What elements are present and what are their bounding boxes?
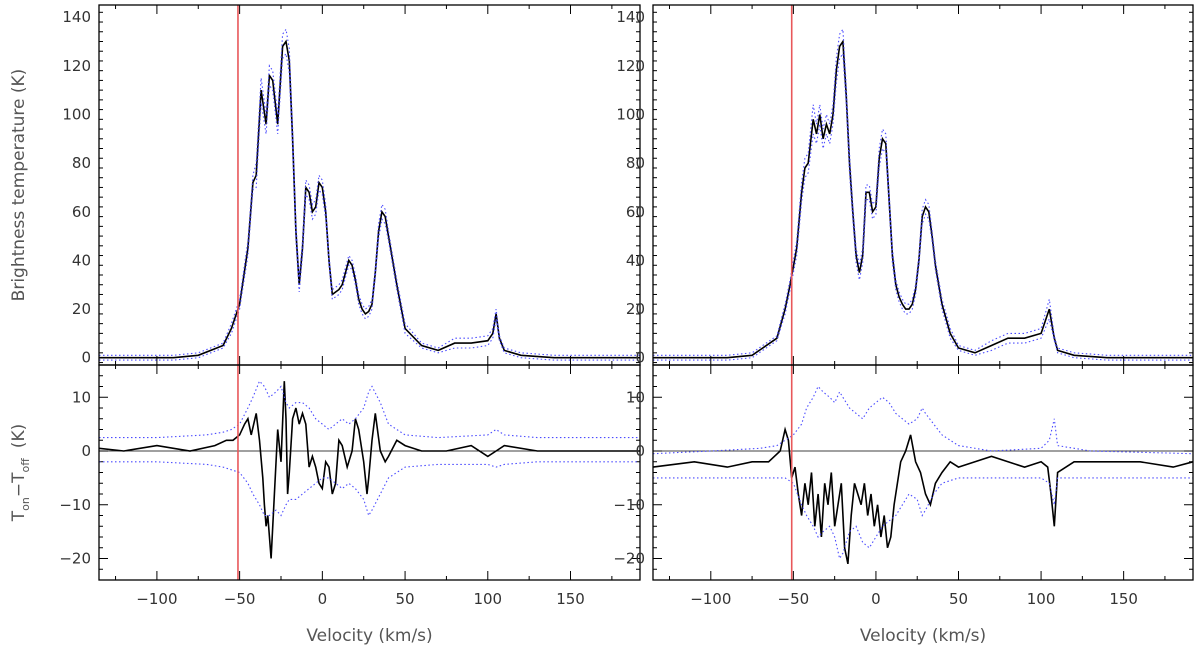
- x-tick-label: 0: [871, 590, 881, 608]
- y-tick-label: 80: [626, 154, 645, 172]
- top-plot-frame: [652, 4, 1194, 366]
- difference-envelope-line: [99, 380, 640, 439]
- y-tick-label: 60: [72, 203, 91, 221]
- x-tick-label: 50: [396, 590, 415, 608]
- y-axis-title-part: T: [9, 510, 29, 522]
- x-axis-title: Velocity (km/s): [860, 626, 986, 646]
- y-tick-label: 140: [616, 8, 645, 26]
- bottom-plot-frame: [98, 364, 641, 581]
- y-tick-label: 100: [62, 105, 91, 123]
- y-tick-label: −10: [613, 496, 645, 514]
- brightness-envelope-line: [99, 52, 640, 361]
- brightness-envelope-line: [99, 27, 640, 356]
- y-tick-label: 120: [62, 57, 91, 75]
- x-tick-label: 0: [318, 590, 328, 608]
- difference-spectrum-line: [652, 426, 1194, 565]
- y-tick-label: 60: [626, 203, 645, 221]
- difference-spectrum-line: [98, 381, 640, 559]
- right-panel: −100 −50 0 50 100 150020406080100120140−20−10…: [613, 4, 1194, 646]
- y-tick-label: 10: [72, 388, 91, 406]
- bottom-plot-frame: [652, 364, 1194, 581]
- y-axis-title-part: on: [19, 497, 32, 511]
- y-tick-label: 40: [72, 251, 91, 269]
- brightness-spectrum-line: [653, 39, 1193, 359]
- brightness-spectrum-line: [99, 39, 640, 359]
- y-axis-title-part: off: [19, 458, 32, 473]
- y-tick-label: 0: [81, 442, 91, 460]
- x-axis-title: Velocity (km/s): [306, 626, 432, 646]
- y-tick-label: −20: [59, 550, 91, 568]
- y-axis-title-top: Brightness temperature (K): [9, 69, 29, 302]
- y-axis-title-bottom: Ton−Toff (K): [9, 424, 32, 522]
- y-axis-title-part: (K): [9, 424, 29, 448]
- x-tick-label: −100: [136, 590, 177, 608]
- x-tick-label: 50: [949, 590, 968, 608]
- y-tick-label: 80: [72, 154, 91, 172]
- difference-envelope-line: [652, 385, 1194, 455]
- x-tick-label: 150: [556, 590, 585, 608]
- y-tick-label: −10: [59, 496, 91, 514]
- x-tick-label: 100: [1027, 590, 1056, 608]
- difference-envelope-line: [99, 461, 640, 517]
- difference-envelope-line: [653, 477, 1193, 560]
- y-tick-label: 40: [626, 251, 645, 269]
- y-tick-label: 20: [72, 300, 91, 318]
- y-tick-label: 120: [616, 57, 645, 75]
- y-tick-label: 140: [62, 8, 91, 26]
- y-tick-label: 0: [635, 442, 645, 460]
- y-tick-label: 0: [635, 349, 645, 367]
- y-tick-label: 20: [626, 300, 645, 318]
- x-tick-label: −50: [778, 590, 810, 608]
- x-tick-label: −100: [690, 590, 731, 608]
- y-tick-label: 10: [626, 388, 645, 406]
- x-tick-label: −50: [224, 590, 256, 608]
- x-tick-label: 150: [1109, 590, 1138, 608]
- left-panel: −100 −50 0 50 100 150020406080100120140−20−10…: [9, 4, 641, 646]
- y-tick-label: 100: [616, 105, 645, 123]
- y-axis-title-part: −T: [9, 472, 29, 497]
- x-tick-label: 100: [473, 590, 502, 608]
- y-tick-label: 0: [81, 349, 91, 367]
- y-tick-label: −20: [613, 550, 645, 568]
- brightness-envelope-line: [653, 27, 1193, 356]
